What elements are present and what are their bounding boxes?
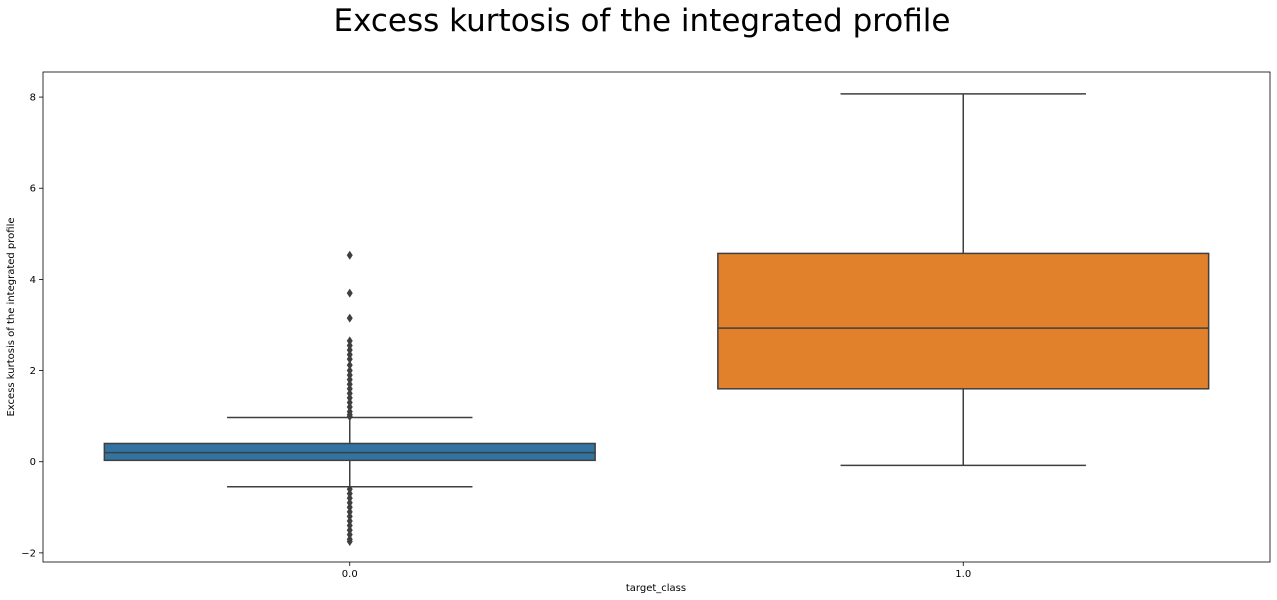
y-axis-label: Excess kurtosis of the integrated profil… [6, 217, 17, 416]
box-group-1.0 [717, 93, 1210, 467]
outlier-point [346, 530, 353, 540]
outlier-point [346, 502, 353, 512]
y-tick-label: 8 [30, 93, 36, 104]
outlier-point [346, 412, 353, 422]
plot-content [103, 93, 1210, 546]
outlier-point [346, 489, 353, 499]
outlier-point [346, 516, 353, 526]
outlier-point [346, 511, 353, 521]
outlier-point [346, 484, 353, 494]
box-iqr [717, 252, 1210, 390]
outlier-point [346, 313, 353, 323]
outlier-point [346, 288, 353, 298]
outlier-point [346, 250, 353, 260]
box-group-0.0 [103, 250, 596, 546]
chart-title: Excess kurtosis of the integrated profil… [334, 3, 951, 39]
outlier-point [346, 366, 353, 376]
x-axis: 0.0 1.0 [342, 562, 971, 580]
outlier-point [346, 525, 353, 535]
outlier-point [346, 507, 353, 517]
outlier-point [346, 370, 353, 380]
outlier-point [346, 379, 353, 389]
outlier-point [346, 375, 353, 385]
outlier-point [346, 498, 353, 508]
y-axis: −2 0 2 4 6 8 [21, 93, 43, 559]
outlier-point [346, 388, 353, 398]
y-tick-label: 2 [30, 366, 36, 377]
plot-area-frame [42, 71, 1271, 563]
y-tick-label: 0 [30, 457, 36, 468]
outlier-point [346, 340, 353, 350]
x-tick-label: 0.0 [342, 569, 358, 580]
outlier-point [346, 336, 353, 346]
outlier-point [346, 521, 353, 531]
outlier-point [346, 493, 353, 503]
outlier-point [346, 360, 353, 370]
outlier-point [346, 536, 353, 546]
y-tick-label: 4 [30, 275, 36, 286]
outlier-point [346, 354, 353, 364]
outlier-point [346, 397, 353, 407]
outlier-point [346, 350, 353, 360]
outlier-point [346, 402, 353, 412]
outlier-point [346, 384, 353, 394]
outlier-point [346, 345, 353, 355]
y-tick-label: −2 [21, 548, 36, 559]
outlier-point [346, 393, 353, 403]
x-axis-label: target_class [626, 583, 686, 594]
y-tick-label: 6 [30, 184, 36, 195]
x-tick-label: 1.0 [955, 569, 971, 580]
